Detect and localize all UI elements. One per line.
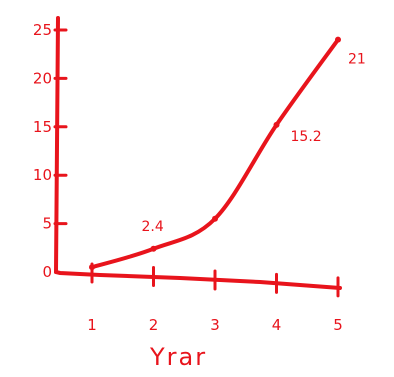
series-line <box>90 37 340 270</box>
y-tick-label: 15 <box>33 118 52 136</box>
data-label: 2.4 <box>142 219 164 235</box>
x-axis-line <box>54 270 342 290</box>
data-point <box>273 121 280 128</box>
data-label: 21 <box>348 52 366 68</box>
y-tick-label: 0 <box>42 263 52 281</box>
y-ticks: 0 5 10 15 20 25 <box>33 21 68 281</box>
x-tick-label: 1 <box>87 316 97 334</box>
y-axis-line <box>54 16 60 274</box>
y-tick-label: 20 <box>33 69 52 87</box>
data-label: 15.2 <box>291 129 322 145</box>
data-point <box>150 245 157 252</box>
x-tick-label: 4 <box>272 316 282 334</box>
x-tick-label: 2 <box>149 316 159 334</box>
data-point <box>335 36 341 43</box>
series: 2.4 15.2 21 <box>89 36 366 271</box>
x-axis-title: Yrar <box>149 343 207 371</box>
y-tick-label: 5 <box>42 215 52 233</box>
x-tick-label: 3 <box>210 316 220 334</box>
y-tick-label: 10 <box>33 166 52 184</box>
data-point <box>212 215 218 222</box>
x-tick-label: 5 <box>333 316 343 334</box>
y-tick-label: 25 <box>33 21 52 39</box>
data-point <box>89 264 95 271</box>
